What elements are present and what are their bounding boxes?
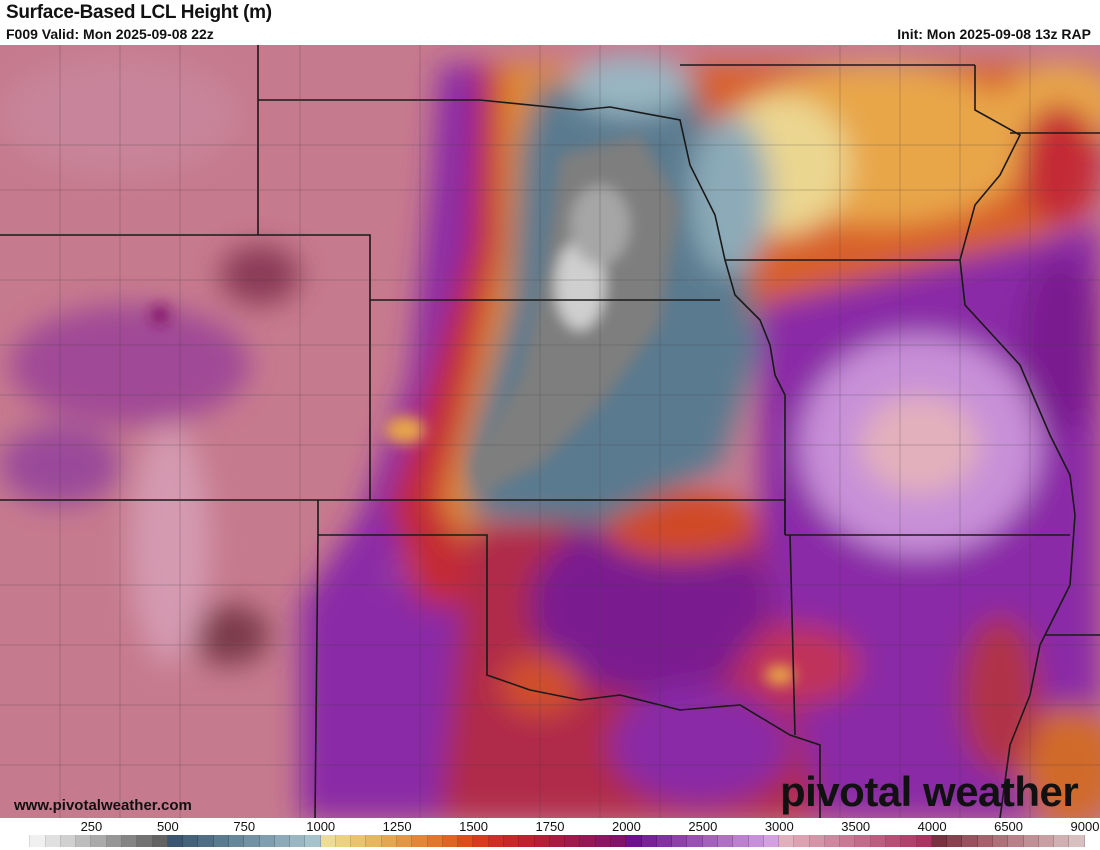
colorbar-swatch — [672, 835, 688, 847]
colorbar-swatch — [977, 835, 993, 847]
colorbar-tick-label: 500 — [156, 819, 179, 834]
colorbar-swatch — [228, 835, 245, 847]
colorbar-swatch — [1054, 835, 1070, 847]
colorbar-swatch — [840, 835, 856, 847]
colorbar-swatch — [931, 835, 948, 847]
map-title: Surface-Based LCL Height (m) — [6, 2, 272, 23]
colorbar-swatch — [595, 835, 611, 847]
colorbar-swatch — [565, 835, 581, 847]
colorbar-swatch — [320, 835, 336, 847]
colorbar-swatch — [351, 835, 367, 847]
colorbar-swatch — [763, 835, 780, 847]
colorbar-swatch — [733, 835, 749, 847]
colorbar-swatch — [473, 835, 489, 847]
colorbar-swatch — [794, 835, 810, 847]
pivotal-weather-logo: pivotal weather — [780, 768, 1079, 815]
colorbar-swatch — [213, 835, 229, 847]
colorbar-swatch — [626, 835, 642, 847]
colorbar-swatch — [381, 835, 398, 847]
colorbar-swatch — [290, 835, 306, 847]
colorbar-swatch — [167, 835, 184, 847]
colorbar-swatch — [993, 835, 1009, 847]
colorbar-swatch — [580, 835, 596, 847]
colorbar-swatch — [60, 835, 77, 847]
colorbar-swatch — [244, 835, 260, 847]
colorbar-swatch — [855, 835, 871, 847]
colorbar-tick-label: 1500 — [459, 819, 489, 834]
colorbar-tick-label: 3000 — [764, 819, 794, 834]
colorbar-swatch — [30, 835, 46, 847]
colorbar-tick-label: 9000 — [1070, 819, 1100, 834]
colorbar-swatch — [702, 835, 718, 847]
colorbar-swatch — [274, 835, 291, 847]
colorbar-swatch — [442, 835, 459, 847]
colorbar-swatch — [366, 835, 382, 847]
colorbar-swatch — [397, 835, 413, 847]
colorbar-swatch — [91, 835, 107, 847]
colorbar-swatch — [717, 835, 734, 847]
colorbar-swatch — [886, 835, 902, 847]
colorbar-swatch — [809, 835, 825, 847]
colorbar — [15, 835, 1085, 847]
county-lines — [0, 45, 1100, 818]
colorbar-swatch — [259, 835, 275, 847]
colorbar-swatch — [641, 835, 657, 847]
colorbar-tick-labels: 250 500 750 1000 1250 1500 1750 2000 2500 3000 350… — [0, 819, 1100, 835]
colorbar-swatch — [549, 835, 566, 847]
colorbar-swatch — [779, 835, 795, 847]
colorbar-swatch — [427, 835, 443, 847]
colorbar-swatch — [962, 835, 978, 847]
colorbar-tick-label: 6500 — [994, 819, 1024, 834]
valid-time: F009 Valid: Mon 2025-09-08 22z — [6, 26, 214, 42]
colorbar-swatch — [152, 835, 168, 847]
colorbar-swatch — [1038, 835, 1055, 847]
colorbar-swatch — [137, 835, 153, 847]
colorbar-swatch — [610, 835, 627, 847]
init-time: Init: Mon 2025-09-08 13z RAP — [897, 26, 1091, 42]
colorbar-swatch — [183, 835, 199, 847]
colorbar-swatch — [45, 835, 61, 847]
colorbar-swatch — [1069, 835, 1085, 847]
colorbar-tick-label: 250 — [80, 819, 103, 834]
colorbar-swatch — [687, 835, 703, 847]
colorbar-swatch — [656, 835, 673, 847]
colorbar-tick-label: 2000 — [611, 819, 641, 834]
colorbar-swatch — [15, 835, 31, 847]
colorbar-swatch — [824, 835, 841, 847]
colorbar-swatch — [458, 835, 474, 847]
colorbar-tick-label: 4000 — [917, 819, 947, 834]
state-borders — [0, 45, 1100, 818]
lcl-height-map — [0, 45, 1100, 818]
colorbar-swatch — [870, 835, 887, 847]
website-label: www.pivotalweather.com — [14, 797, 192, 814]
colorbar-tick-label: 2500 — [688, 819, 718, 834]
colorbar-swatch — [488, 835, 504, 847]
colorbar-swatch — [1023, 835, 1039, 847]
colorbar-swatch — [335, 835, 352, 847]
colorbar-swatch — [534, 835, 550, 847]
colorbar-swatch — [1008, 835, 1024, 847]
colorbar-tick-label: 1250 — [382, 819, 412, 834]
colorbar-swatch — [916, 835, 932, 847]
shaded-field — [0, 45, 1100, 818]
colorbar-swatch — [519, 835, 535, 847]
colorbar-swatch — [76, 835, 92, 847]
colorbar-swatch — [106, 835, 122, 847]
colorbar-swatch — [412, 835, 428, 847]
colorbar-tick-label: 750 — [233, 819, 256, 834]
colorbar-tick-label: 1000 — [306, 819, 336, 834]
colorbar-swatch — [748, 835, 764, 847]
colorbar-swatch — [305, 835, 321, 847]
colorbar-tick-label: 3500 — [841, 819, 871, 834]
colorbar-tick-label: 1750 — [535, 819, 565, 834]
colorbar-swatch — [198, 835, 214, 847]
colorbar-swatch — [947, 835, 963, 847]
colorbar-swatch — [504, 835, 520, 847]
colorbar-swatch — [901, 835, 917, 847]
colorbar-swatch — [121, 835, 138, 847]
